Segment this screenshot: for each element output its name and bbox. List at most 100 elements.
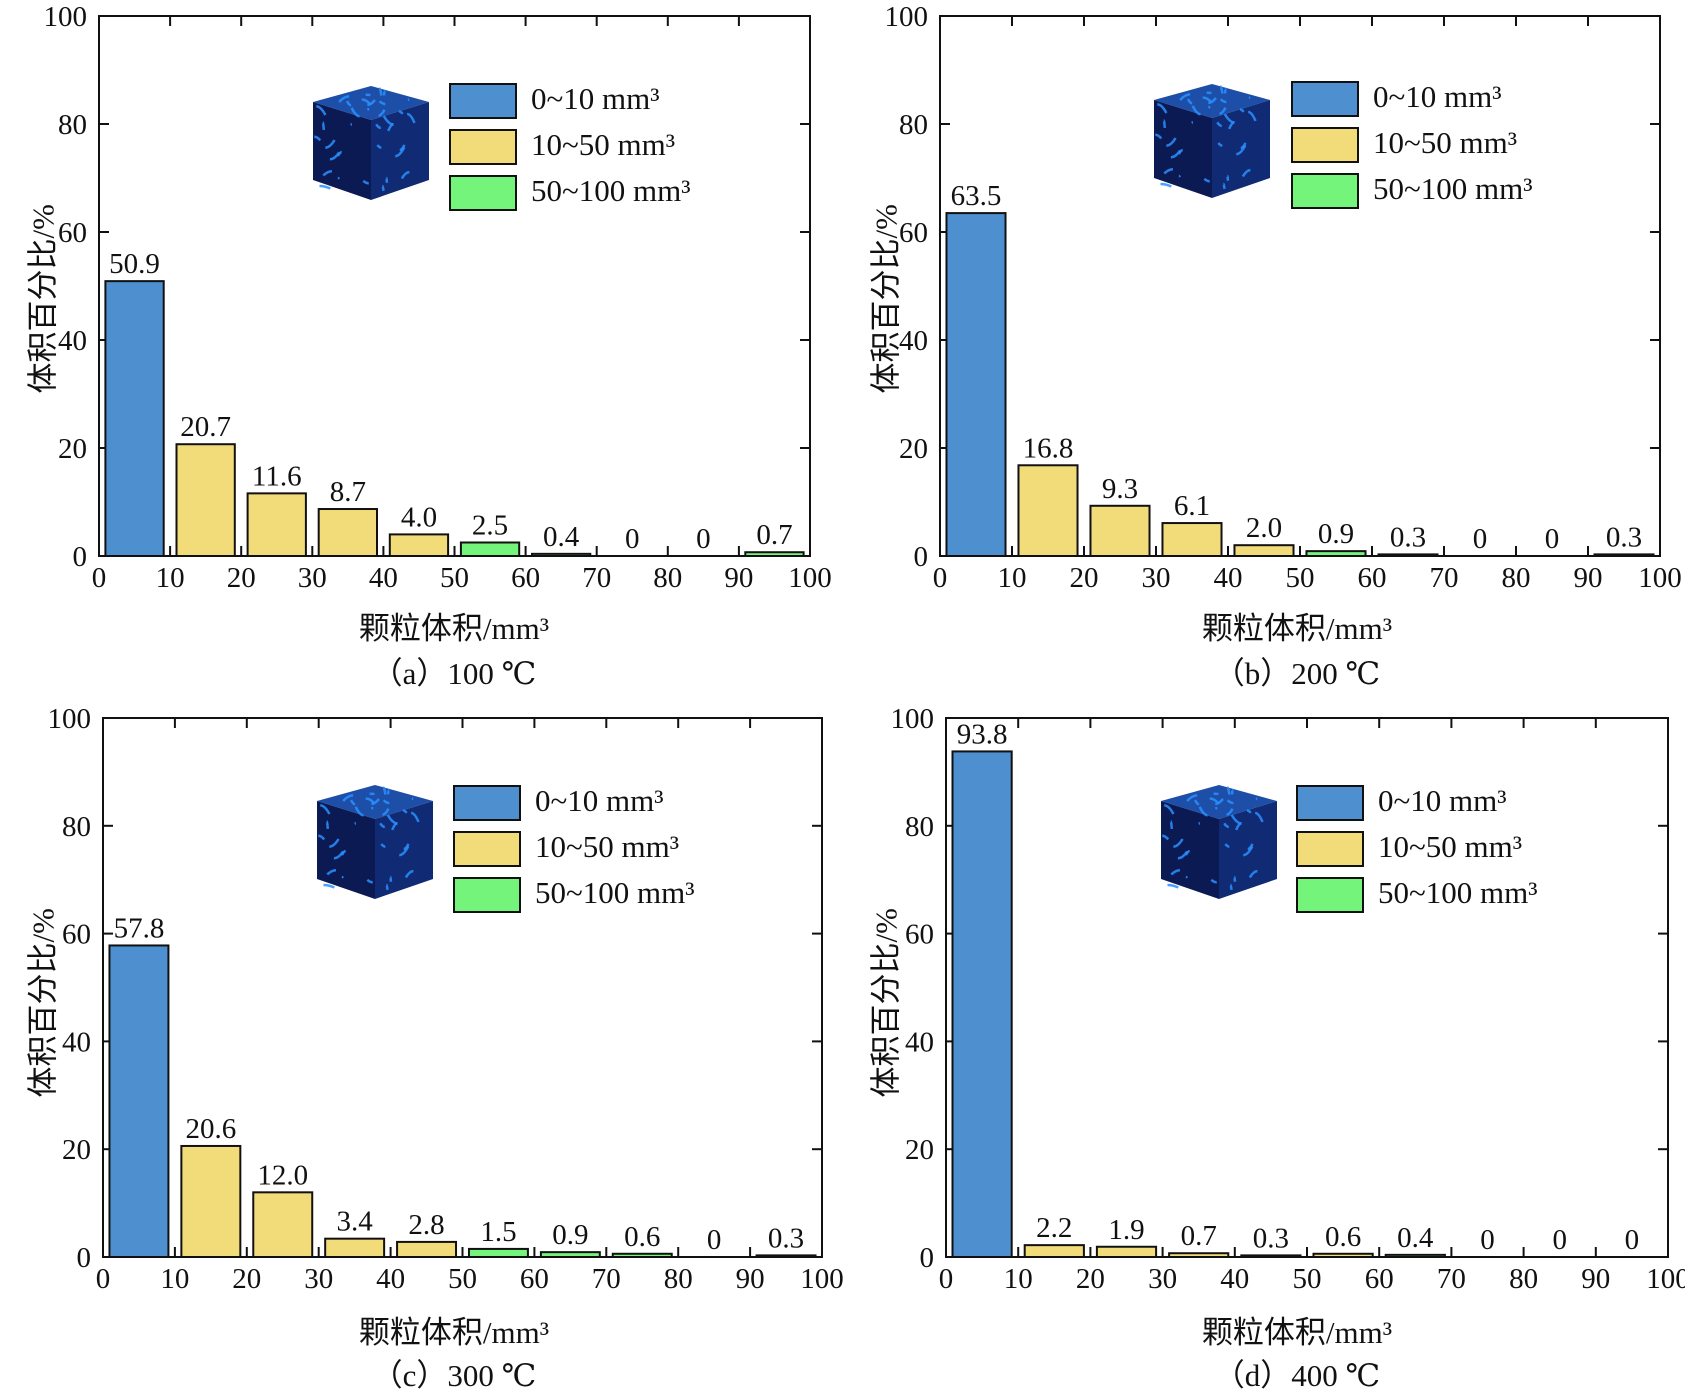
data-label-a: 11.6: [252, 460, 302, 492]
x-tick-label-c: 60: [520, 1263, 549, 1295]
y-tick-label-d: 0: [920, 1242, 935, 1274]
x-tick-label-c: 0: [96, 1263, 111, 1295]
rock-cube-graphic: [313, 86, 429, 200]
y-tick-label-a: 60: [58, 217, 87, 249]
x-tick-label-a: 20: [227, 562, 256, 594]
x-axis-label-b: 颗粒体积/mm³: [1201, 611, 1393, 646]
bar-a: [744, 551, 805, 557]
x-tick-label-a: 10: [156, 562, 185, 594]
legend-swatch-medium: [1296, 831, 1364, 867]
x-tick-label-b: 50: [1286, 562, 1315, 594]
rock-cube-image-a: [309, 80, 433, 204]
data-label-d: 0: [1480, 1224, 1495, 1256]
data-label-d: 0.7: [1181, 1220, 1217, 1252]
x-axis-label-a: 颗粒体积/mm³: [358, 611, 550, 646]
y-axis-label-d: 体积百分比/%: [868, 908, 904, 1098]
y-tick-label-b: 60: [899, 217, 928, 249]
x-tick-label-b: 20: [1070, 562, 1099, 594]
x-tick-label-a: 80: [653, 562, 682, 594]
bar-b: [1233, 544, 1295, 558]
bar-d: [951, 750, 1013, 1259]
x-tick-label-c: 30: [304, 1263, 333, 1295]
legend-label-large: 50~100 mm³: [535, 875, 695, 910]
data-label-d: 1.9: [1108, 1214, 1144, 1246]
x-tick-label-b: 80: [1502, 562, 1531, 594]
x-tick-label-d: 50: [1293, 1263, 1322, 1295]
y-tick-label-a: 0: [73, 541, 88, 573]
y-tick-label-b: 80: [899, 109, 928, 141]
x-tick-label-a: 30: [298, 562, 327, 594]
x-tick-label-a: 100: [788, 562, 832, 594]
panel-caption-c: （c）300 ℃: [371, 1358, 537, 1393]
x-tick-label-c: 70: [592, 1263, 621, 1295]
bar-d: [1095, 1245, 1158, 1259]
y-axis-label-b: 体积百分比/%: [868, 204, 904, 394]
data-label-d: 93.8: [957, 718, 1008, 750]
y-axis-label-c: 体积百分比/%: [25, 908, 61, 1098]
panel-caption-b: （b）200 ℃: [1213, 656, 1381, 691]
x-tick-label-d: 60: [1365, 1263, 1394, 1295]
data-label-b: 0: [1473, 523, 1488, 555]
y-tick-label-c: 60: [62, 919, 91, 951]
legend-label-small: 0~10 mm³: [531, 81, 660, 116]
y-tick-label-a: 80: [58, 109, 87, 141]
x-tick-label-b: 0: [933, 562, 948, 594]
data-label-b: 0.3: [1606, 521, 1642, 553]
data-label-b: 0: [1545, 523, 1560, 555]
y-tick-label-c: 40: [62, 1026, 91, 1058]
legend-swatch-medium: [1291, 127, 1359, 163]
bar-c: [252, 1191, 314, 1258]
bar-b: [945, 212, 1007, 557]
legend-swatch-large: [449, 175, 517, 211]
rock-cube-image-c: [313, 779, 437, 903]
x-tick-label-a: 60: [511, 562, 540, 594]
panel-caption-a: （a）100 ℃: [371, 656, 537, 691]
x-tick-label-b: 30: [1142, 562, 1171, 594]
rock-cube-graphic: [1154, 84, 1270, 198]
legend-swatch-small: [1291, 81, 1359, 117]
bar-c: [755, 1254, 817, 1259]
data-label-b: 9.3: [1102, 473, 1138, 505]
bar-b: [1305, 550, 1367, 558]
rock-cube-graphic: [1161, 785, 1277, 899]
legend-swatch-small: [449, 83, 517, 119]
x-tick-label-c: 90: [736, 1263, 765, 1295]
x-tick-label-d: 40: [1220, 1263, 1249, 1295]
legend-swatch-large: [453, 877, 521, 913]
x-tick-label-a: 0: [92, 562, 107, 594]
legend-swatch-medium: [449, 129, 517, 165]
data-label-a: 20.7: [180, 411, 231, 443]
y-tick-label-d: 80: [905, 811, 934, 843]
x-tick-label-b: 10: [998, 562, 1027, 594]
bar-a: [246, 492, 307, 557]
data-label-b: 0.3: [1390, 521, 1426, 553]
legend-swatch-small: [453, 785, 521, 821]
x-axis-label-d: 颗粒体积/mm³: [1201, 1315, 1393, 1350]
y-tick-label-b: 40: [899, 325, 928, 357]
x-tick-label-b: 90: [1574, 562, 1603, 594]
bar-d: [1384, 1253, 1446, 1258]
data-label-c: 2.8: [408, 1209, 444, 1241]
legend-label-medium: 10~50 mm³: [1378, 829, 1523, 864]
x-tick-label-c: 50: [448, 1263, 477, 1295]
bar-c: [180, 1144, 242, 1258]
x-tick-label-b: 100: [1638, 562, 1682, 594]
data-label-c: 0: [707, 1224, 722, 1256]
data-label-a: 0: [696, 523, 711, 555]
bar-c: [467, 1247, 529, 1259]
data-label-a: 2.5: [472, 510, 508, 542]
y-tick-label-b: 20: [899, 433, 928, 465]
x-tick-label-d: 80: [1509, 1263, 1538, 1295]
legend-swatch-large: [1296, 877, 1364, 913]
x-tick-label-c: 80: [664, 1263, 693, 1295]
data-label-a: 8.7: [330, 476, 366, 508]
y-tick-label-d: 60: [905, 919, 934, 951]
bar-a: [317, 508, 379, 557]
data-label-d: 0.3: [1253, 1222, 1289, 1254]
y-tick-label-c: 0: [77, 1242, 92, 1274]
data-label-c: 12.0: [257, 1159, 308, 1191]
x-tick-label-b: 60: [1358, 562, 1387, 594]
y-axis-label-a: 体积百分比/%: [25, 204, 61, 394]
